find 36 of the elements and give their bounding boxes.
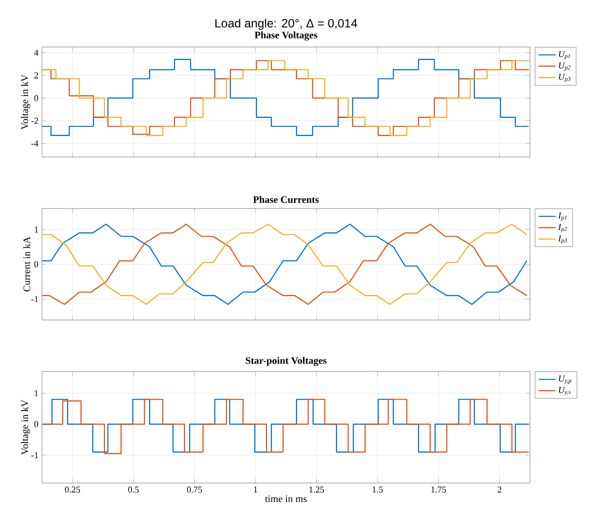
x-tick-label: 1.25 — [309, 486, 324, 493]
y-tick-label: 4 — [34, 50, 38, 56]
chart-title: Star-point Voltages — [246, 356, 326, 366]
chart-subtitle: Phase Voltages — [254, 31, 318, 41]
x-tick-label: 0.25 — [65, 486, 80, 493]
y-tick-label: 1 — [34, 226, 38, 232]
line-series — [42, 224, 528, 305]
x-tick-label: 2 — [498, 486, 502, 492]
chart-title: Phase Currents — [253, 196, 319, 204]
chart-title: Load angle: 20°, Δ = 0,014 — [215, 18, 358, 30]
legend-label: U$_{p3}$ — [558, 74, 570, 82]
legend-label: U$_{y,s}$ — [558, 387, 571, 396]
y-tick-label: -2 — [31, 118, 38, 124]
y-axis-title: Current in kA — [23, 236, 30, 292]
legend-label: U$_{p1}$ — [558, 51, 570, 60]
y-tick-label: 0 — [34, 261, 38, 268]
y-tick-label: -1 — [31, 296, 38, 302]
legend-label: I$_{p1}$ — [558, 212, 566, 221]
y-tick-label: -4 — [31, 140, 38, 146]
x-tick-label: 0.5 — [128, 486, 139, 493]
y-tick-label: 1 — [34, 390, 38, 396]
x-tick-label: 1.5 — [372, 486, 383, 493]
x-tick-label: 1.75 — [431, 486, 446, 493]
y-axis-title: Voltage in kV — [21, 74, 30, 130]
y-tick-label: -1 — [31, 452, 38, 458]
legend-label: I$_{p2}$ — [558, 224, 567, 232]
y-tick-label: 0 — [34, 421, 38, 428]
x-axis-title: time in ms — [265, 495, 307, 502]
legend-label: U$_{y,p}$ — [558, 376, 572, 384]
y-axis-title: Voltage in kV — [21, 400, 30, 455]
x-tick-label: 0.75 — [187, 486, 202, 493]
x-tick-label: 1 — [254, 486, 258, 492]
legend-label: U$_{p2}$ — [558, 62, 570, 71]
legend-label: I$_{p3}$ — [558, 235, 567, 244]
y-tick-label: 0 — [34, 95, 38, 102]
y-tick-label: 2 — [34, 72, 38, 78]
